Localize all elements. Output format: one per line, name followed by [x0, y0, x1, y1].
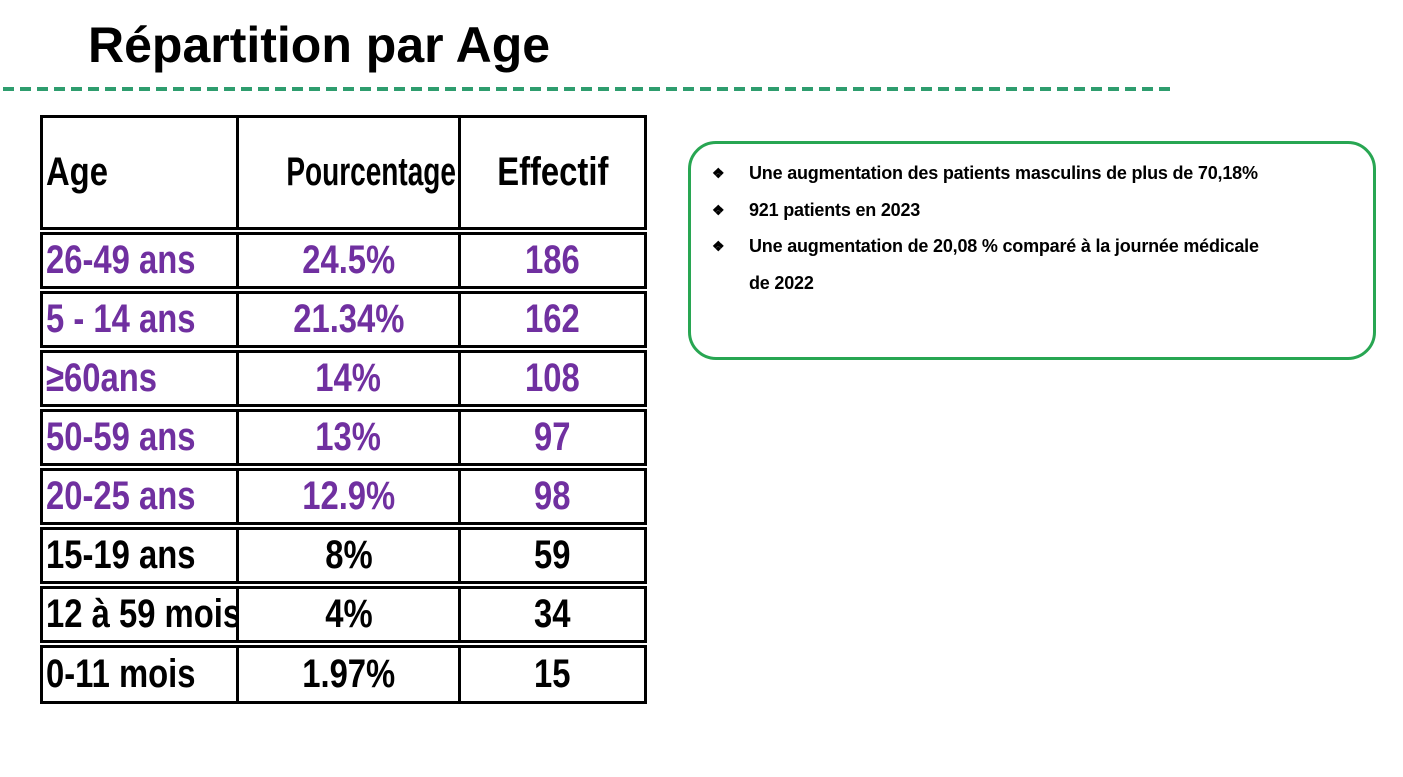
diamond-bullet-icon: ❖ — [712, 201, 725, 218]
header-cell-pourcentage: Pourcentage (%) — [236, 115, 461, 235]
percentage-cell: 12.9% — [236, 465, 461, 530]
diamond-bullet-icon: ❖ — [712, 165, 725, 181]
percentage-cell: 21.34% — [236, 288, 461, 353]
age-cell: 5 - 14 ans — [40, 288, 239, 353]
table-row: 5 - 14 ans 21.34% 162 — [40, 288, 647, 353]
age-cell: 12 à 59 mois — [40, 583, 239, 648]
percentage-cell: 4% — [236, 583, 461, 648]
note-item: ❖ 921 patients en 2023 — [712, 192, 1355, 229]
percentage-cell: 13% — [236, 406, 461, 471]
age-cell: 15-19 ans — [40, 524, 239, 589]
effectif-cell: 186 — [458, 229, 647, 294]
effectif-cell: 97 — [458, 406, 647, 471]
table-row: 20-25 ans 12.9% 98 — [40, 465, 647, 530]
effectif-cell: 162 — [458, 288, 647, 353]
effectif-cell: 59 — [458, 524, 647, 589]
table-row: 26-49 ans 24.5% 186 — [40, 229, 647, 294]
note-line: de 2022 — [749, 272, 814, 293]
age-cell: 0-11 mois — [40, 642, 239, 704]
table-row: ≥60ans 14% 108 — [40, 347, 647, 412]
note-item: ❖ Une augmentation de 20,08 % comparé à … — [712, 228, 1355, 301]
note-item: ❖ Une augmentation des patients masculin… — [712, 155, 1355, 192]
age-cell: 20-25 ans — [40, 465, 239, 530]
header-cell-age: Age — [40, 115, 239, 235]
effectif-cell: 15 — [458, 642, 647, 704]
notes-list: ❖ Une augmentation des patients masculin… — [712, 155, 1355, 301]
table-row: 12 à 59 mois 4% 34 — [40, 583, 647, 648]
effectif-cell: 34 — [458, 583, 647, 648]
note-line: Une augmentation de 20,08 % comparé à la… — [749, 236, 1259, 256]
percentage-cell: 14% — [236, 347, 461, 412]
effectif-cell: 108 — [458, 347, 647, 412]
age-table: Age Pourcentage (%) Effectif 26-49 ans 2… — [40, 115, 647, 704]
table-row: 0-11 mois 1.97% 15 — [40, 642, 647, 704]
age-cell: 26-49 ans — [40, 229, 239, 294]
notes-panel: ❖ Une augmentation des patients masculin… — [688, 141, 1376, 360]
age-cell: 50-59 ans — [40, 406, 239, 471]
table-row: 50-59 ans 13% 97 — [40, 406, 647, 471]
percentage-cell: 24.5% — [236, 229, 461, 294]
page-title: Répartition par Age — [88, 17, 551, 73]
age-cell: ≥60ans — [40, 347, 239, 412]
diamond-bullet-icon: ❖ — [712, 238, 725, 254]
percentage-cell: 8% — [236, 524, 461, 589]
table-row: 15-19 ans 8% 59 — [40, 524, 647, 589]
age-table-header-row: Age Pourcentage (%) Effectif — [40, 115, 647, 235]
header-cell-effectif: Effectif — [458, 115, 647, 235]
note-line: 921 patients en 2023 — [749, 199, 921, 220]
title-divider — [3, 87, 1175, 91]
effectif-cell: 98 — [458, 465, 647, 530]
percentage-cell: 1.97% — [236, 642, 461, 704]
note-line: Une augmentation des patients masculins … — [749, 163, 1258, 183]
